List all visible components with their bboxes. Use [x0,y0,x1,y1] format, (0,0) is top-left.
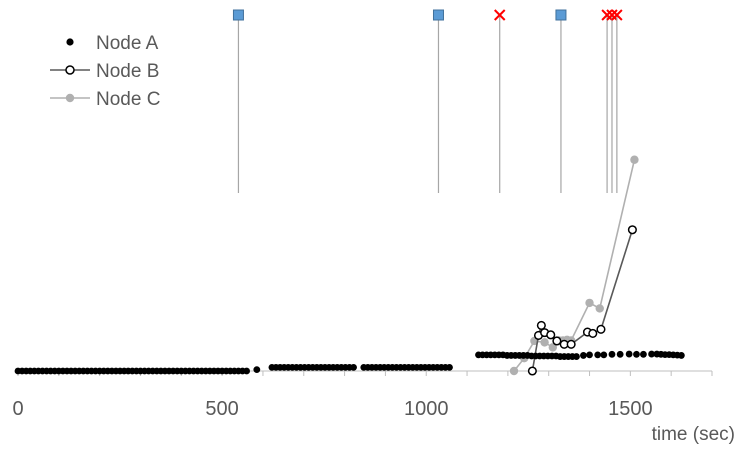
legend-label: Node A [96,33,159,54]
data-point [627,225,637,235]
data-point [600,351,608,359]
plot-area [14,155,685,376]
event-cross-marker [601,9,613,21]
x-tick-label: 0 [12,398,23,420]
data-point [630,155,639,164]
legend-label: Node B [96,61,159,82]
data-point [536,320,546,330]
data-point [586,351,593,359]
data-point [608,350,616,358]
data-point [540,338,549,347]
data-point [552,336,562,346]
data-point [350,363,357,371]
data-point [616,350,624,358]
data-point [573,353,580,360]
event-cross-marker [611,9,623,21]
event-markers [232,9,623,193]
x-axis-ticks: 0 500 1000 1500 [12,371,713,420]
series-node-a [14,350,685,375]
x-tick-label: 1000 [404,398,449,420]
x-tick-label: 1500 [608,398,653,420]
data-point [633,350,640,358]
data-point [648,350,655,358]
data-point [446,363,453,371]
data-point [243,367,251,375]
legend-marker [65,93,75,103]
data-point [580,352,587,359]
data-point [546,330,556,340]
event-cross-marker [606,9,618,21]
legend-marker [65,65,75,75]
legend-item: Node B [50,61,159,82]
data-point [566,339,576,349]
data-point [585,298,594,308]
data-point [596,324,606,334]
event-square-marker [432,9,444,21]
event-square-marker [555,9,567,21]
legend-label: Node C [96,89,160,110]
legend-marker [66,38,74,46]
data-point [253,366,261,374]
legend-item: Node A [66,33,159,54]
series-node-b [527,225,637,376]
event-cross-marker [494,9,506,21]
data-point [548,343,557,352]
legend-item: Node C [50,89,160,110]
data-point [594,351,602,359]
x-tick-label: 500 [205,398,238,420]
data-point [625,350,633,358]
x-axis-title: time (sec) [652,424,735,445]
data-point [509,366,519,376]
legend: Node A Node B Node C [50,33,160,110]
data-point [527,366,537,376]
series-line [531,229,634,372]
data-point [588,328,598,339]
event-square-marker [232,9,244,21]
data-point [677,352,685,359]
data-point [640,350,647,358]
data-point [595,304,604,313]
